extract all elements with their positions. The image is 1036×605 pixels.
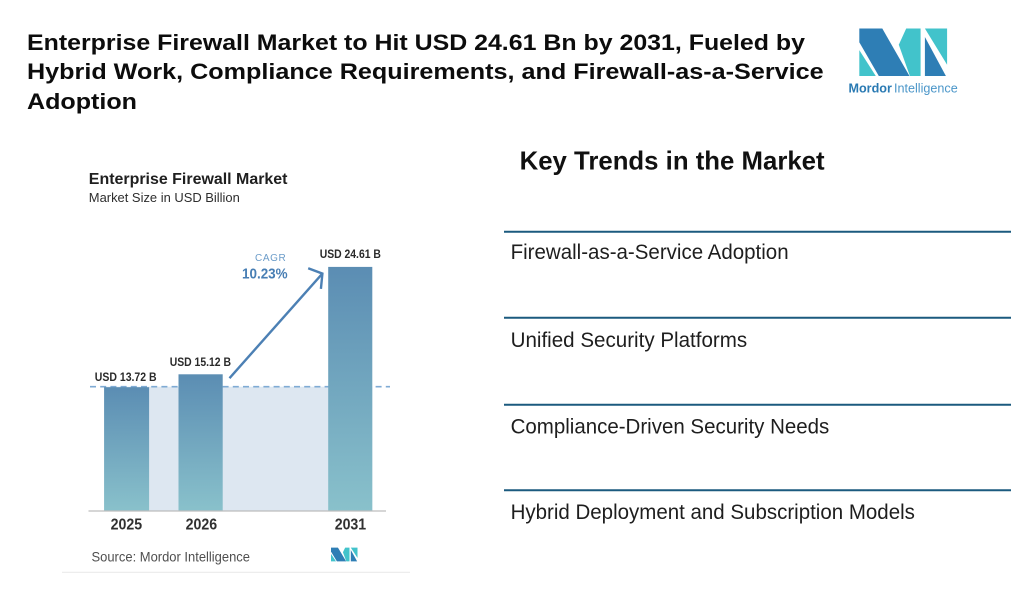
svg-text:Market Size in USD Billion: Market Size in USD Billion: [89, 190, 240, 205]
svg-text:Source: Mordor Intelligence: Source: Mordor Intelligence: [92, 548, 251, 564]
svg-text:USD 24.61 B: USD 24.61 B: [320, 247, 381, 261]
svg-text:Firewall-as-a-Service Adoption: Firewall-as-a-Service Adoption: [511, 241, 789, 264]
svg-text:Unified Security Platforms: Unified Security Platforms: [511, 329, 748, 352]
svg-text:Adoption: Adoption: [27, 89, 137, 114]
svg-text:Enterprise Firewall Market to: Enterprise Firewall Market to Hit USD 24…: [27, 30, 806, 55]
svg-text:10.23%: 10.23%: [242, 266, 288, 283]
svg-text:Enterprise Firewall Market: Enterprise Firewall Market: [89, 171, 288, 188]
svg-text:USD 15.12 B: USD 15.12 B: [170, 355, 231, 369]
svg-text:2025: 2025: [111, 516, 143, 533]
svg-text:CAGR: CAGR: [255, 253, 286, 264]
svg-text:Mordor: Mordor: [849, 82, 892, 96]
svg-text:Intelligence: Intelligence: [894, 82, 958, 96]
svg-text:2026: 2026: [186, 516, 218, 533]
svg-text:Compliance-Driven Security Nee: Compliance-Driven Security Needs: [511, 416, 830, 439]
svg-text:Key Trends in the Market: Key Trends in the Market: [520, 148, 825, 176]
svg-text:Hybrid Work, Compliance Requir: Hybrid Work, Compliance Requirements, an…: [27, 59, 824, 84]
svg-text:Hybrid Deployment and Subscrip: Hybrid Deployment and Subscription Model…: [511, 501, 915, 524]
svg-text:2031: 2031: [335, 516, 367, 533]
svg-text:USD 13.72 B: USD 13.72 B: [95, 370, 157, 384]
